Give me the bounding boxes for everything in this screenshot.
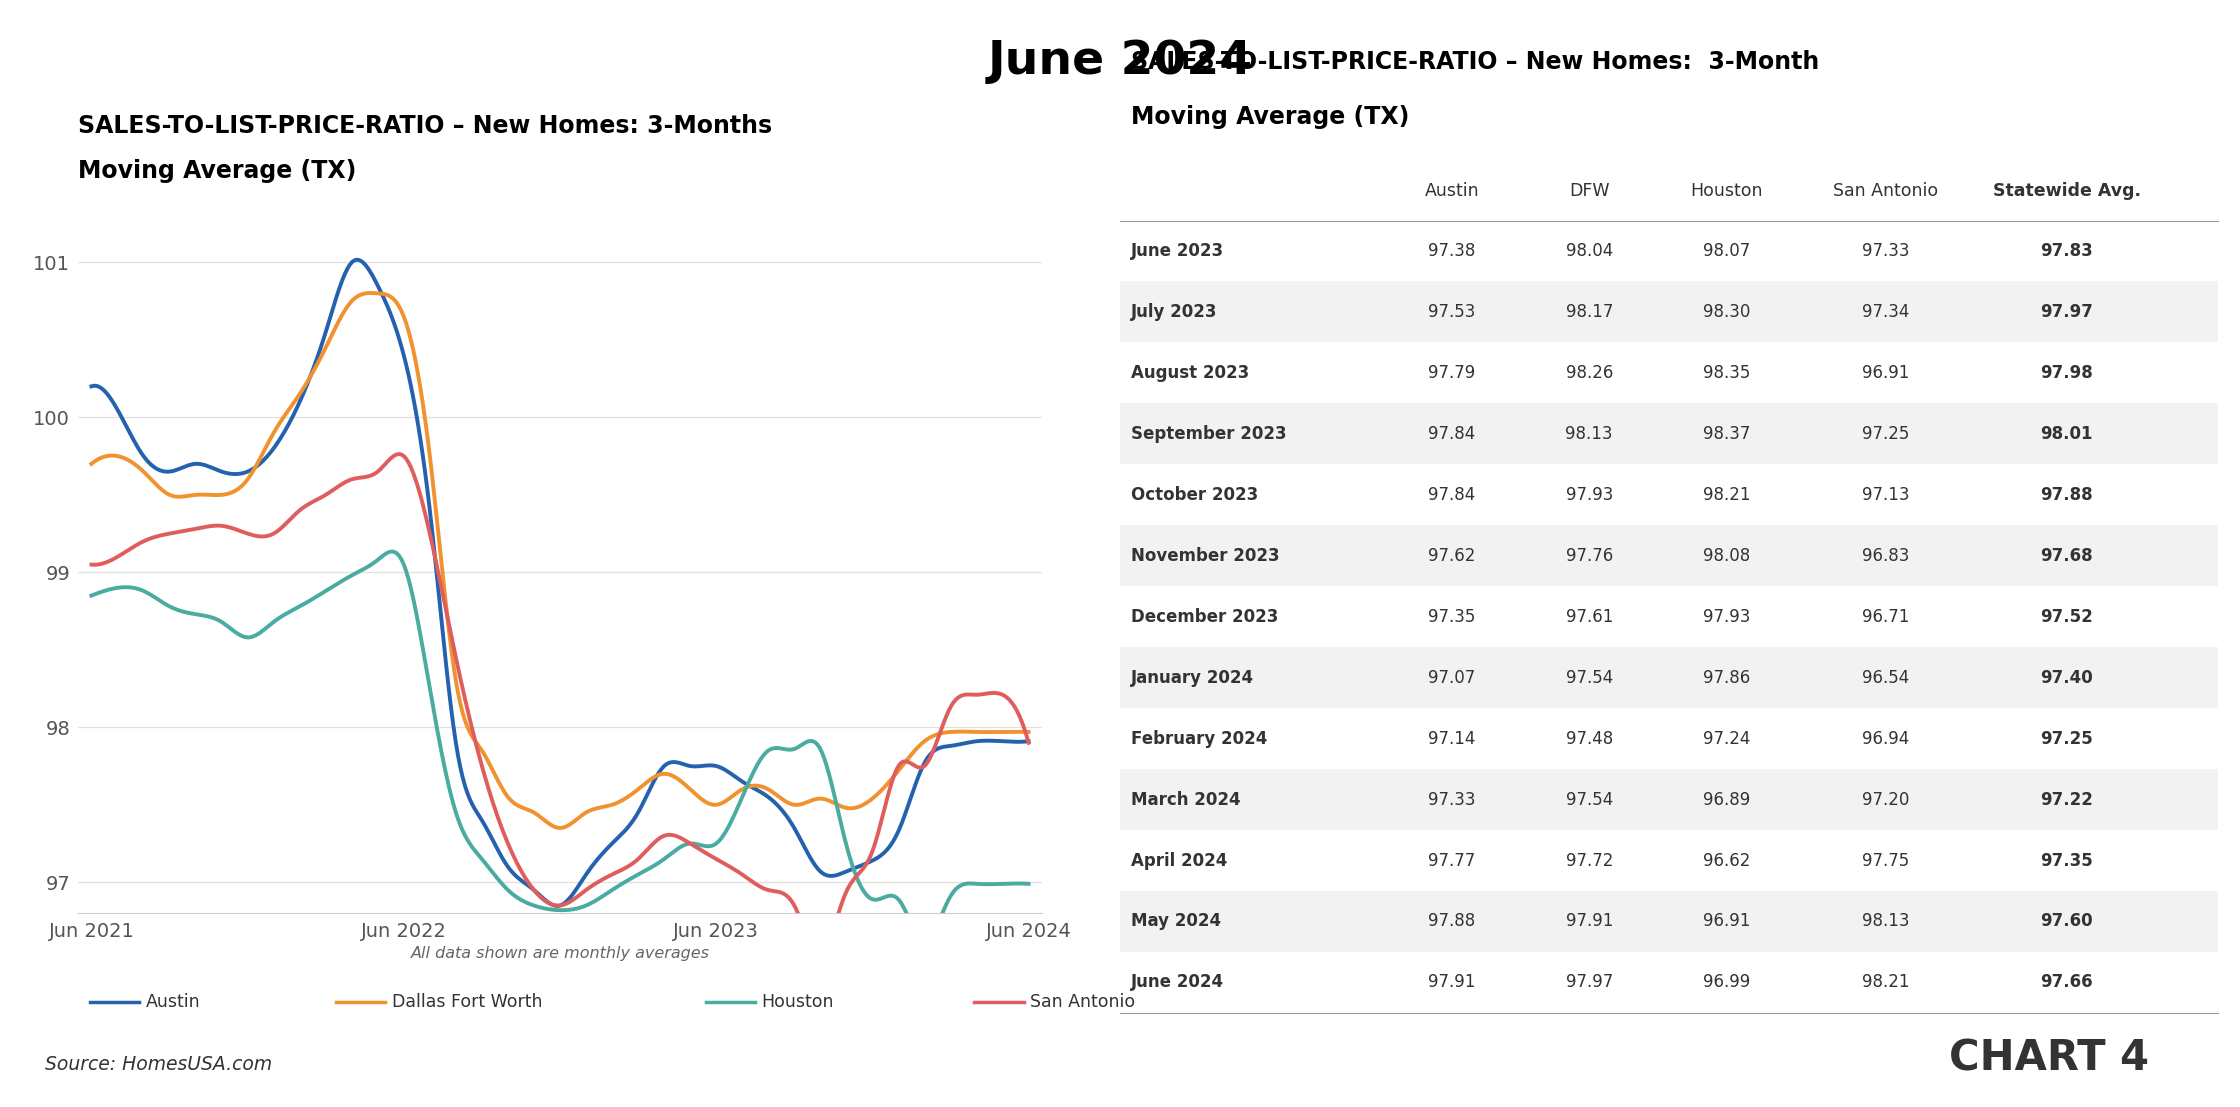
Text: 98.35: 98.35 — [1702, 364, 1749, 382]
Text: 97.35: 97.35 — [1429, 608, 1476, 625]
Text: 97.52: 97.52 — [2041, 608, 2092, 625]
Text: 97.98: 97.98 — [2041, 364, 2092, 382]
Text: 97.83: 97.83 — [2041, 242, 2092, 260]
Text: 96.91: 96.91 — [1861, 364, 1908, 382]
Text: 97.76: 97.76 — [1566, 547, 1613, 565]
Text: 97.75: 97.75 — [1861, 851, 1908, 869]
Text: Statewide Avg.: Statewide Avg. — [1994, 182, 2141, 199]
Text: October 2023: October 2023 — [1131, 486, 1259, 504]
Text: Moving Average (TX): Moving Average (TX) — [78, 158, 356, 183]
Text: 98.37: 98.37 — [1702, 425, 1749, 443]
Text: July 2023: July 2023 — [1131, 303, 1219, 321]
Text: May 2024: May 2024 — [1131, 912, 1221, 931]
Text: 98.21: 98.21 — [1861, 973, 1908, 992]
Text: 98.07: 98.07 — [1702, 242, 1749, 260]
Text: 97.22: 97.22 — [2041, 790, 2092, 808]
Text: 97.54: 97.54 — [1566, 790, 1613, 808]
Text: 97.93: 97.93 — [1566, 486, 1613, 504]
Text: 97.91: 97.91 — [1566, 912, 1613, 931]
Text: 97.35: 97.35 — [2041, 851, 2092, 869]
Text: December 2023: December 2023 — [1131, 608, 1279, 625]
Text: 97.54: 97.54 — [1566, 669, 1613, 686]
Text: 97.97: 97.97 — [1566, 973, 1613, 992]
Text: Austin: Austin — [1425, 182, 1478, 199]
Text: 96.91: 96.91 — [1702, 912, 1749, 931]
Text: 98.13: 98.13 — [1861, 912, 1908, 931]
Text: Dallas Fort Worth: Dallas Fort Worth — [392, 993, 542, 1011]
Text: 97.88: 97.88 — [2041, 486, 2092, 504]
Text: June 2024: June 2024 — [1131, 973, 1225, 992]
Text: San Antonio: San Antonio — [1832, 182, 1938, 199]
Text: San Antonio: San Antonio — [1030, 993, 1136, 1011]
Text: 97.68: 97.68 — [2041, 547, 2092, 565]
Text: 97.84: 97.84 — [1429, 425, 1476, 443]
Text: 98.04: 98.04 — [1566, 242, 1613, 260]
Text: 97.53: 97.53 — [1429, 303, 1476, 321]
Text: 97.13: 97.13 — [1861, 486, 1908, 504]
Text: September 2023: September 2023 — [1131, 425, 1286, 443]
Text: 98.21: 98.21 — [1702, 486, 1749, 504]
Text: April 2024: April 2024 — [1131, 851, 1228, 869]
Text: 96.62: 96.62 — [1702, 851, 1749, 869]
Text: 97.40: 97.40 — [2041, 669, 2092, 686]
Text: 96.99: 96.99 — [1702, 973, 1749, 992]
Text: 97.77: 97.77 — [1429, 851, 1476, 869]
Text: 98.13: 98.13 — [1566, 425, 1613, 443]
Text: 98.26: 98.26 — [1566, 364, 1613, 382]
Text: March 2024: March 2024 — [1131, 790, 1241, 808]
Text: June 2023: June 2023 — [1131, 242, 1225, 260]
Text: 96.54: 96.54 — [1861, 669, 1908, 686]
Text: 97.25: 97.25 — [1861, 425, 1908, 443]
Text: August 2023: August 2023 — [1131, 364, 1250, 382]
Text: All data shown are monthly averages: All data shown are monthly averages — [410, 946, 710, 962]
Text: Houston: Houston — [762, 993, 833, 1011]
Text: 98.08: 98.08 — [1702, 547, 1749, 565]
Text: 97.86: 97.86 — [1702, 669, 1749, 686]
Text: 97.79: 97.79 — [1429, 364, 1476, 382]
Text: 97.24: 97.24 — [1702, 730, 1749, 747]
Text: 97.62: 97.62 — [1429, 547, 1476, 565]
Text: Source: HomesUSA.com: Source: HomesUSA.com — [45, 1055, 271, 1074]
Text: 98.17: 98.17 — [1566, 303, 1613, 321]
Text: 97.84: 97.84 — [1429, 486, 1476, 504]
Text: Houston: Houston — [1691, 182, 1763, 199]
Text: June 2024: June 2024 — [988, 39, 1252, 84]
Text: 96.83: 96.83 — [1861, 547, 1908, 565]
Text: Moving Average (TX): Moving Average (TX) — [1131, 105, 1409, 130]
Text: 97.25: 97.25 — [2041, 730, 2092, 747]
Text: November 2023: November 2023 — [1131, 547, 1279, 565]
Text: 97.33: 97.33 — [1861, 242, 1908, 260]
Text: 97.66: 97.66 — [2041, 973, 2092, 992]
Text: 96.71: 96.71 — [1861, 608, 1908, 625]
Text: 97.60: 97.60 — [2041, 912, 2092, 931]
Text: SALES-TO-LIST-PRICE-RATIO – New Homes: 3-Months: SALES-TO-LIST-PRICE-RATIO – New Homes: 3… — [78, 114, 773, 138]
Text: 97.72: 97.72 — [1566, 851, 1613, 869]
Text: Austin: Austin — [146, 993, 199, 1011]
Text: CHART 4: CHART 4 — [1949, 1037, 2148, 1079]
Text: 98.30: 98.30 — [1702, 303, 1749, 321]
Text: 97.48: 97.48 — [1566, 730, 1613, 747]
Text: SALES-TO-LIST-PRICE-RATIO – New Homes:  3-Month: SALES-TO-LIST-PRICE-RATIO – New Homes: 3… — [1131, 50, 1819, 74]
Text: 97.97: 97.97 — [2041, 303, 2092, 321]
Text: 97.91: 97.91 — [1429, 973, 1476, 992]
Text: February 2024: February 2024 — [1131, 730, 1268, 747]
Text: 97.34: 97.34 — [1861, 303, 1908, 321]
Text: 97.61: 97.61 — [1566, 608, 1613, 625]
Text: 97.20: 97.20 — [1861, 790, 1908, 808]
Text: 96.94: 96.94 — [1861, 730, 1908, 747]
Text: 96.89: 96.89 — [1702, 790, 1749, 808]
Text: 97.88: 97.88 — [1429, 912, 1476, 931]
Text: DFW: DFW — [1568, 182, 1611, 199]
Text: January 2024: January 2024 — [1131, 669, 1254, 686]
Text: 97.33: 97.33 — [1429, 790, 1476, 808]
Text: 98.01: 98.01 — [2041, 425, 2092, 443]
Text: 97.38: 97.38 — [1429, 242, 1476, 260]
Text: 97.14: 97.14 — [1429, 730, 1476, 747]
Text: 97.93: 97.93 — [1702, 608, 1749, 625]
Text: 97.07: 97.07 — [1429, 669, 1476, 686]
